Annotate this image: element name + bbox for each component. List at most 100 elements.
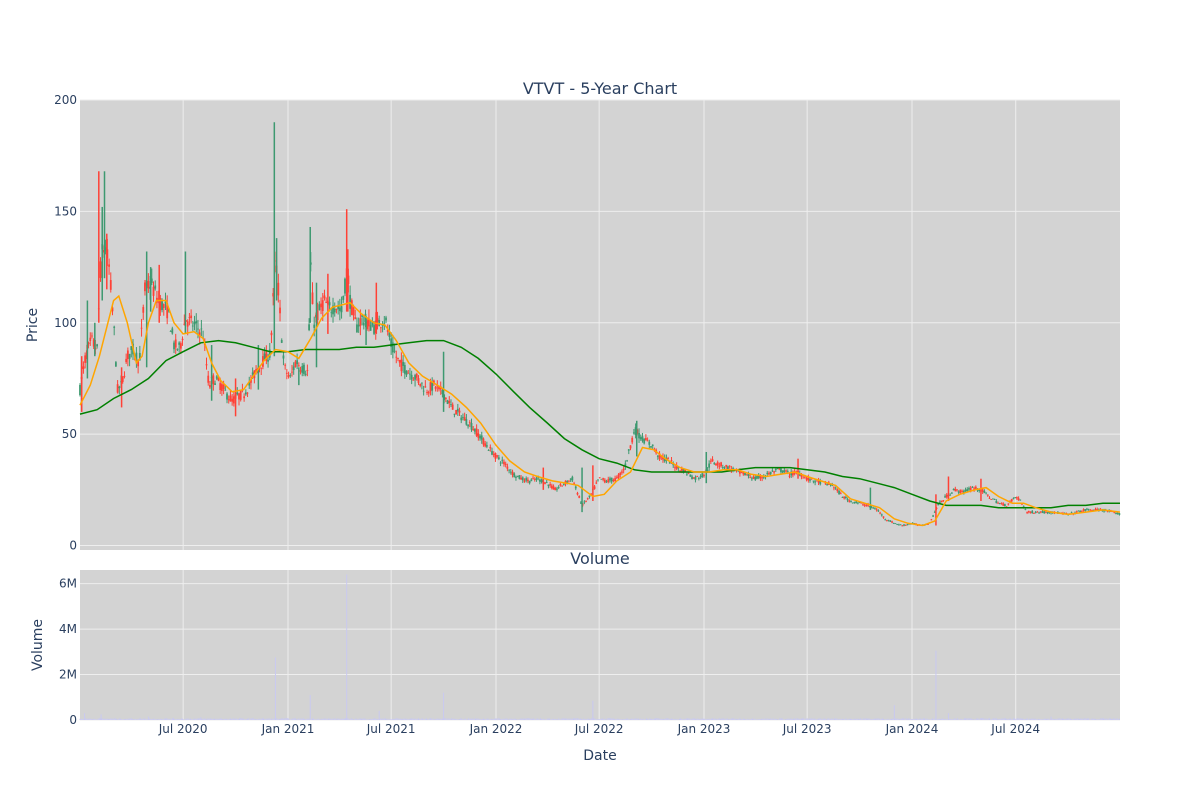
candle-body <box>426 392 428 393</box>
candle-body <box>1036 511 1039 513</box>
candle-body <box>805 478 808 480</box>
candle-body <box>330 312 333 314</box>
candle-body <box>757 475 760 478</box>
candle-body <box>96 344 98 347</box>
candle-body <box>692 477 695 479</box>
candle-body <box>243 396 246 399</box>
candle-body <box>470 422 473 430</box>
candle-body <box>1113 512 1116 513</box>
candle-body <box>480 435 483 440</box>
candle-body <box>992 498 994 500</box>
candle-body <box>696 476 699 478</box>
candle-body <box>296 360 299 365</box>
candle-body <box>790 471 793 476</box>
candle-body <box>966 489 969 492</box>
candle-body <box>282 355 285 359</box>
candle-body <box>1014 497 1017 498</box>
candle-body <box>749 476 752 478</box>
candle-body <box>525 478 528 481</box>
candle-body <box>313 324 316 328</box>
candle-body <box>92 339 95 347</box>
candle-body <box>887 520 890 521</box>
candle-body <box>780 468 782 472</box>
candle-body <box>429 382 432 392</box>
candle-body <box>877 510 880 512</box>
candle-body <box>1033 513 1035 514</box>
candle-body <box>959 489 962 493</box>
candle-body <box>123 375 126 377</box>
candle-body <box>376 318 379 322</box>
candle-body <box>99 261 102 278</box>
candle-body <box>474 428 476 432</box>
candle-body <box>723 467 726 469</box>
candle-body <box>629 445 632 449</box>
candle-body <box>195 320 198 324</box>
candle-body <box>964 489 967 492</box>
candle-body <box>316 310 319 321</box>
candle-body <box>703 475 705 476</box>
candle-body <box>706 469 709 471</box>
candle-body <box>285 372 288 374</box>
candle-body <box>458 410 461 413</box>
candle-body <box>633 432 635 434</box>
candle-body <box>691 476 693 480</box>
candle-body <box>911 522 914 524</box>
candle-body <box>518 475 521 479</box>
candle-body <box>874 508 876 510</box>
candle-body <box>961 490 964 492</box>
candle-body <box>410 374 413 380</box>
candle-body <box>1086 508 1088 510</box>
candle-body <box>838 490 840 495</box>
candle-body <box>607 479 610 483</box>
candle-body <box>983 490 986 493</box>
candle-body <box>181 338 184 341</box>
candle-body <box>836 489 839 492</box>
candle-body <box>263 353 266 361</box>
candle-body <box>988 497 991 499</box>
candle-body <box>927 524 929 525</box>
candle-body <box>974 486 977 489</box>
candle-body <box>897 524 900 526</box>
candle-body <box>768 473 770 475</box>
candle-body <box>762 476 765 478</box>
candle-body <box>933 511 936 513</box>
candle-body <box>939 501 941 503</box>
candle-body <box>361 315 363 317</box>
candle-body <box>995 500 998 504</box>
candle-body <box>756 476 758 479</box>
candle-body <box>244 392 247 395</box>
candle-body <box>598 477 601 479</box>
candle-body <box>759 475 762 479</box>
candle-body <box>412 379 415 381</box>
candle-body <box>819 480 822 485</box>
candle-body <box>754 477 757 480</box>
candle-body <box>952 488 955 491</box>
candle-body <box>405 370 408 375</box>
candle-body <box>386 329 389 332</box>
candle-body <box>708 463 711 468</box>
candle-body <box>540 479 543 483</box>
candle-body <box>108 264 110 267</box>
candle-body <box>431 381 434 391</box>
candle-body <box>841 497 844 498</box>
candle-body <box>144 282 146 292</box>
candle-body <box>1019 499 1022 501</box>
candle-body <box>354 317 357 320</box>
candle-body <box>468 422 471 424</box>
candle-body <box>297 365 300 367</box>
candle-body <box>497 457 500 460</box>
candle-body <box>87 342 90 345</box>
candle-body <box>523 480 526 482</box>
candle-body <box>1087 509 1090 510</box>
candle-body <box>487 450 490 451</box>
candle-body <box>220 384 223 392</box>
candle-body <box>962 490 965 494</box>
candle-body <box>985 492 987 494</box>
candle-body <box>585 501 587 503</box>
candle-body <box>335 309 338 311</box>
candle-body <box>325 301 328 303</box>
short-moving-average-line <box>79 294 1121 527</box>
candle-body <box>978 489 981 491</box>
volume-y-tick-label: 0 <box>69 713 77 727</box>
candle-body <box>648 441 651 445</box>
